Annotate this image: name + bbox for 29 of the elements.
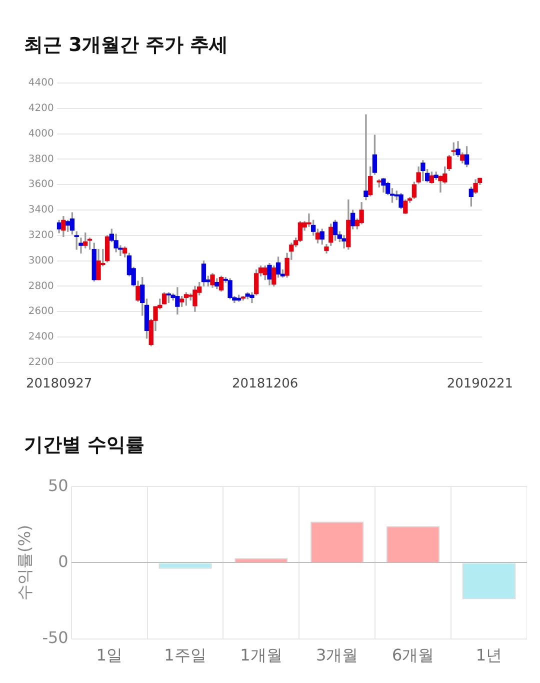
x-tick-label: 20181206 <box>232 376 298 392</box>
chart-title: 기간별 수익률 <box>24 433 145 458</box>
y-tick-label: 3000 <box>28 255 54 266</box>
y-tick-label: 3800 <box>28 154 54 165</box>
x-tick-label: 3개월 <box>316 646 358 665</box>
y-tick-label: 50 <box>48 476 68 495</box>
x-tick-label: 20190221 <box>446 376 514 392</box>
y-tick-label: 3200 <box>28 230 54 241</box>
y-tick-label: 4000 <box>28 128 54 140</box>
x-tick-label: 1개월 <box>240 646 282 665</box>
x-tick-label: 1일 <box>96 646 122 665</box>
y-tick-label: -50 <box>42 628 68 647</box>
y-tick-label: 4200 <box>28 102 54 114</box>
candlestick <box>364 114 368 200</box>
y-tick-label: 2800 <box>28 280 54 292</box>
y-tick-label: 4400 <box>28 78 54 89</box>
y-tick-label: 2400 <box>28 332 54 343</box>
y-tick-label: 3400 <box>28 204 54 216</box>
y-tick-label: 3600 <box>28 179 54 190</box>
y-axis-title: 수익률(%) <box>14 524 34 601</box>
x-tick-label: 1년 <box>476 646 502 665</box>
x-tick-label: 6개월 <box>392 646 434 665</box>
candlestick <box>342 235 346 248</box>
y-tick-label: 2200 <box>28 356 54 368</box>
y-tick-label: 2600 <box>28 306 54 318</box>
x-tick-label: 20180927 <box>26 376 92 392</box>
x-tick-label: 1주일 <box>164 646 206 665</box>
chart-title: 최근 3개월간 주가 추세 <box>24 33 228 58</box>
y-tick-label: 0 <box>58 552 68 571</box>
